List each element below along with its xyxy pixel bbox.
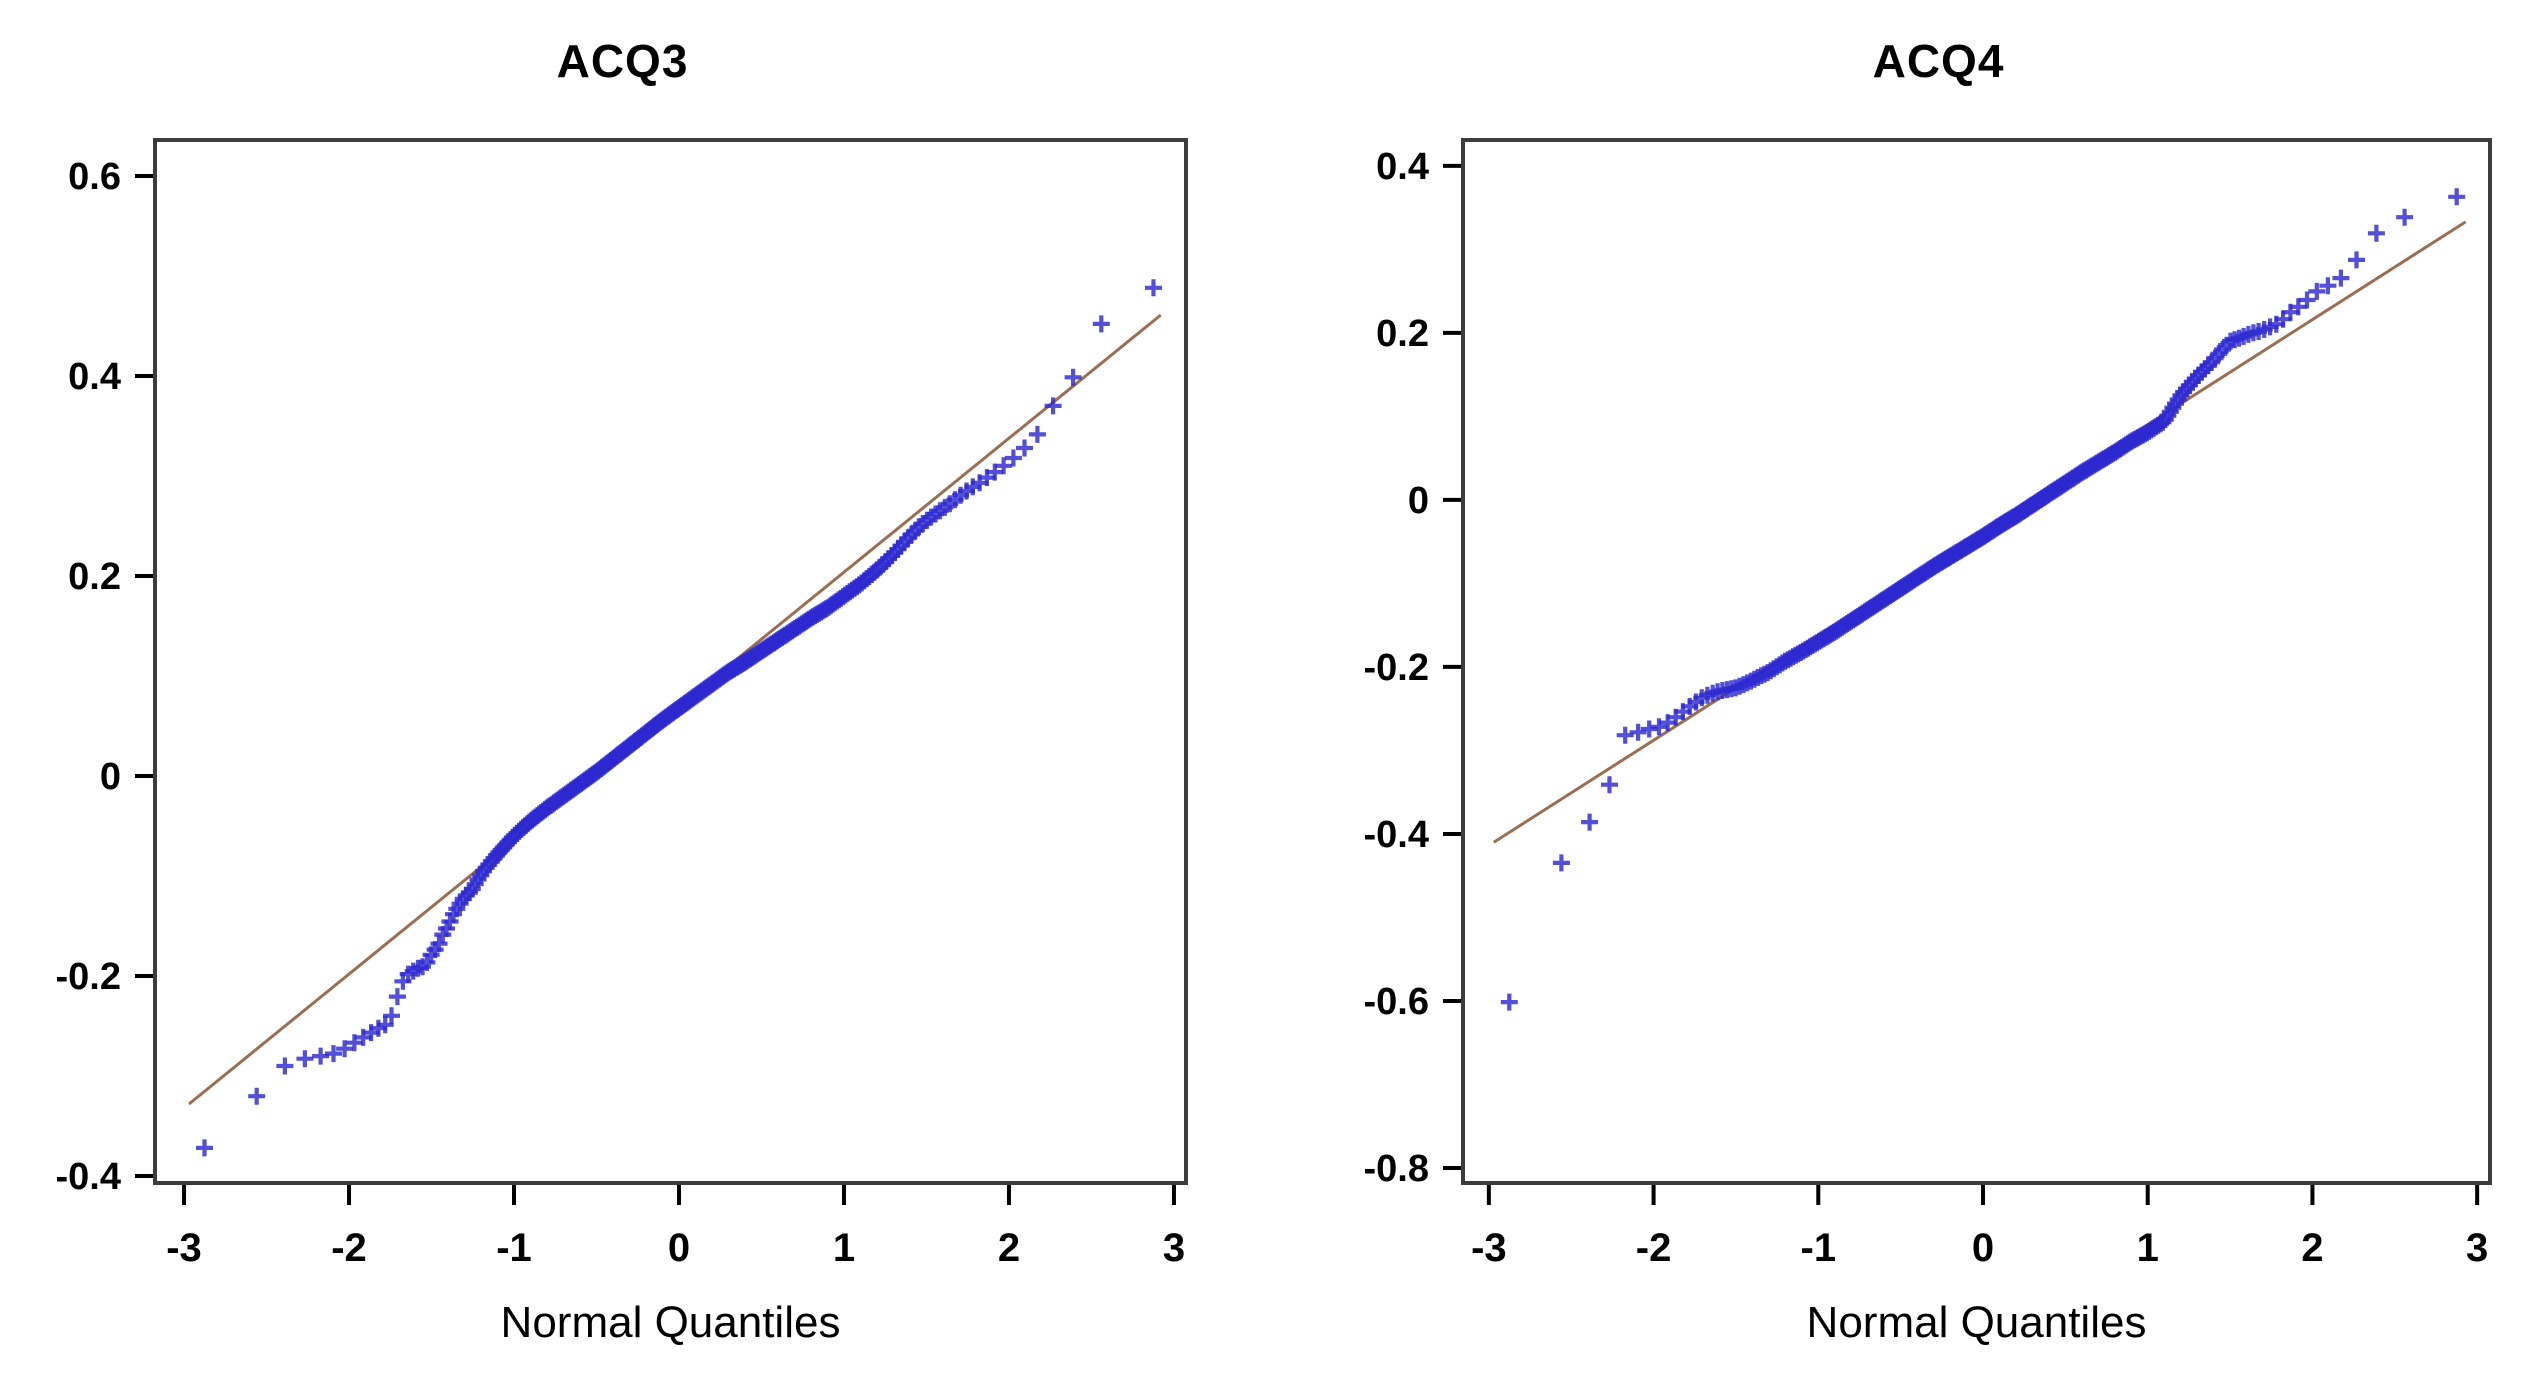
plus-marker xyxy=(2348,251,2365,269)
plot-frame xyxy=(153,138,1188,1185)
plus-marker xyxy=(1581,813,1599,831)
y-tick-label: 0.4 xyxy=(68,356,121,398)
plus-marker xyxy=(1145,279,1162,297)
plus-marker xyxy=(276,1057,294,1075)
y-tick-label: 0.2 xyxy=(68,556,121,598)
plus-marker xyxy=(383,1007,400,1025)
x-tick-label: 2 xyxy=(2301,1226,2323,1270)
plus-marker xyxy=(2448,188,2466,206)
x-axis-label-right: Normal Quantiles xyxy=(1806,1298,2147,1347)
plus-marker xyxy=(1640,720,1658,738)
x-tick-label: -2 xyxy=(1636,1226,1672,1270)
plus-marker xyxy=(1028,425,1046,443)
plus-marker xyxy=(1552,854,1570,872)
y-tick-label: 0.2 xyxy=(1376,313,1429,355)
plus-marker xyxy=(388,988,406,1006)
plus-marker xyxy=(1601,776,1618,794)
plus-marker xyxy=(2289,298,2307,316)
plus-marker xyxy=(336,1040,354,1058)
qq-plot-acq3: -3 -2 -1 0 1 2 3 0.6 0.4 0.2 0 -0.2 -0.4 xyxy=(56,138,1188,1270)
y-tick-label: 0.6 xyxy=(68,156,121,198)
x-tick-label: 2 xyxy=(998,1226,1020,1270)
x-tick-label: 3 xyxy=(2466,1226,2488,1270)
y-tick-label: -0.2 xyxy=(56,956,121,998)
plus-marker xyxy=(1016,439,1033,457)
x-tick-label: -1 xyxy=(1801,1226,1837,1270)
plus-marker xyxy=(995,457,1013,475)
x-tick-label: -3 xyxy=(166,1226,202,1270)
x-tick-label: 1 xyxy=(2137,1226,2159,1270)
y-tick-label: -0.8 xyxy=(1364,1148,1429,1190)
data-points xyxy=(196,279,1162,1157)
plot-frame xyxy=(1461,138,2492,1185)
chart-title-acq3: ACQ3 xyxy=(556,35,689,87)
plus-marker xyxy=(1500,993,1518,1011)
plus-marker xyxy=(248,1087,266,1105)
x-tick-label: 0 xyxy=(668,1226,690,1270)
plus-marker xyxy=(312,1047,330,1065)
y-tick-label: 0.4 xyxy=(1376,146,1429,188)
plus-marker xyxy=(1092,315,1110,333)
y-tick-label: -0.4 xyxy=(1364,814,1429,856)
plus-marker xyxy=(325,1045,342,1063)
x-tick-label: -1 xyxy=(496,1226,532,1270)
plus-marker xyxy=(196,1139,213,1157)
plus-marker xyxy=(1629,723,1647,741)
y-tick-label: -0.2 xyxy=(1364,647,1429,689)
plus-marker xyxy=(296,1050,314,1068)
plus-marker xyxy=(1650,718,1668,736)
plus-marker xyxy=(2396,208,2414,226)
chart-title-acq4: ACQ4 xyxy=(1872,35,2005,87)
y-tick-label: -0.6 xyxy=(1364,981,1429,1023)
plus-marker xyxy=(430,935,448,953)
plus-marker xyxy=(2319,277,2337,295)
y-axis-ticks: 0.4 0.2 0 -0.2 -0.4 -0.6 -0.8 xyxy=(1364,146,1461,1190)
plus-marker xyxy=(1616,726,1634,744)
x-axis-ticks: -3 -2 -1 0 1 2 3 xyxy=(1471,1185,2488,1270)
y-axis-ticks: 0.6 0.4 0.2 0 -0.2 -0.4 xyxy=(56,156,153,1198)
data-points xyxy=(1500,188,2466,1011)
x-axis-ticks: -3 -2 -1 0 1 2 3 xyxy=(166,1185,1185,1270)
x-tick-label: 0 xyxy=(1972,1226,1994,1270)
qq-plot-acq4: -3 -2 -1 0 1 2 3 0.4 0.2 0 -0.2 -0.4 -0.6 -0.8 xyxy=(1364,138,2492,1270)
plus-marker xyxy=(1044,397,1062,415)
x-tick-label: 3 xyxy=(1163,1226,1185,1270)
plus-marker xyxy=(2298,291,2316,309)
plus-marker xyxy=(2367,224,2385,242)
plus-marker xyxy=(2332,269,2350,287)
x-axis-label-left: Normal Quantiles xyxy=(500,1298,841,1347)
plus-marker xyxy=(1004,449,1022,467)
y-tick-label: -0.4 xyxy=(56,1156,121,1198)
plus-marker xyxy=(1064,368,1082,386)
x-tick-label: -2 xyxy=(331,1226,367,1270)
y-tick-label: 0 xyxy=(1408,480,1429,522)
plus-marker xyxy=(376,1016,394,1034)
x-tick-label: -3 xyxy=(1471,1226,1507,1270)
plus-marker xyxy=(345,1034,363,1052)
x-tick-label: 1 xyxy=(833,1226,855,1270)
y-tick-label: 0 xyxy=(100,756,121,798)
plus-marker xyxy=(986,463,1004,481)
plus-marker xyxy=(2308,282,2326,300)
